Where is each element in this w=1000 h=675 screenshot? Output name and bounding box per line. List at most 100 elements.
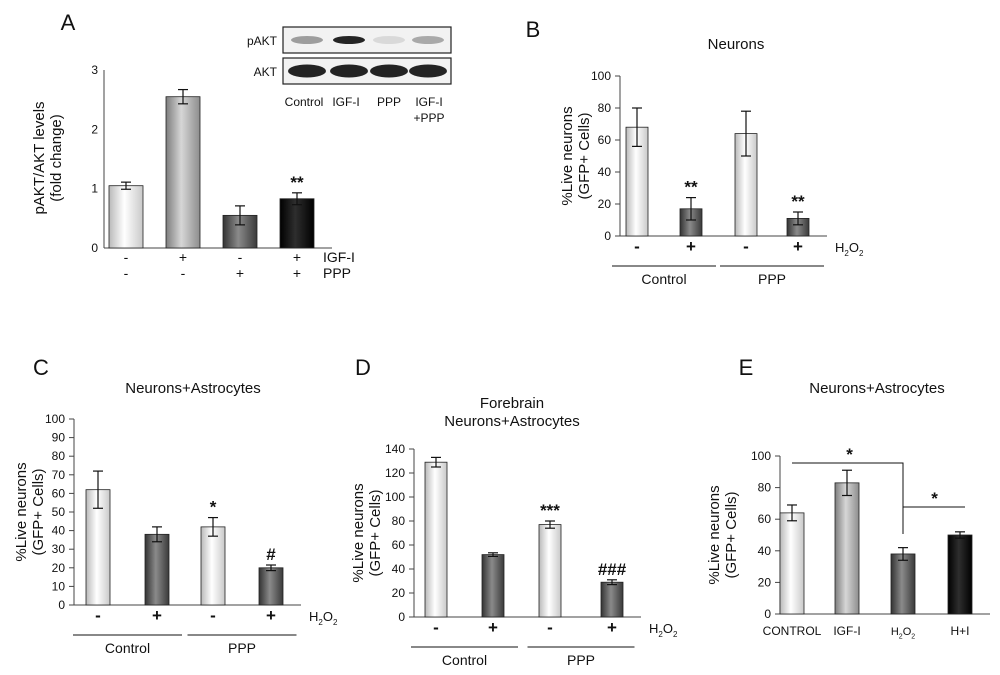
- panel-e-bar-4: [947, 534, 973, 615]
- panel-c-y-tick-label: 50: [52, 505, 66, 519]
- panel-c-letter: C: [33, 355, 49, 380]
- panel-a-y-tick-label: 0: [91, 241, 98, 255]
- panel-d-treatment-mark: -: [433, 618, 439, 637]
- panel-e-significance-1: *: [846, 445, 853, 464]
- panel-b-group-label-control: Control: [641, 271, 686, 287]
- panel-a-significance-4: **: [290, 173, 304, 192]
- panel-e-y-tick-label: 100: [751, 449, 771, 463]
- panel-c-bar-4: [258, 567, 284, 606]
- blot-row-pakt: [282, 26, 452, 54]
- panel-c-y-tick-label: 20: [52, 561, 66, 575]
- panel-c-y-tick-label: 10: [52, 579, 66, 593]
- panel-b-letter: B: [526, 17, 541, 42]
- panel-a-condition-mark: +: [293, 249, 301, 265]
- panel-c-y-tick-label: 40: [52, 524, 66, 538]
- panel-b-significance-2: **: [684, 178, 698, 197]
- panel-d-y-tick-label: 40: [392, 562, 406, 576]
- panel-b-y-tick-label: 0: [604, 229, 611, 243]
- panel-d-treatment-mark: +: [488, 618, 498, 637]
- pakt-band: [373, 36, 405, 44]
- panel-a-letter: A: [61, 10, 76, 35]
- panel-b-y-tick-label: 100: [591, 69, 611, 83]
- panel-e-y-tick-label: 80: [758, 481, 772, 495]
- blot-lane-label: IGF-I +PPP: [413, 95, 444, 125]
- panel-c-title: Neurons+Astrocytes: [125, 380, 260, 397]
- panel-a-bar-1: [108, 185, 144, 249]
- panel-c-y-tick-label: 30: [52, 542, 66, 556]
- panel-e-y-tick-label: 20: [758, 575, 772, 589]
- panel-b-y-tick-label: 20: [598, 197, 612, 211]
- panel-b-treatment-mark: +: [686, 237, 696, 256]
- panel-c-y-tick-label: 70: [52, 468, 66, 482]
- panel-e-bracket-h2o2-vs-hi: [902, 506, 965, 512]
- panel-c-bar-1: [85, 489, 111, 606]
- panel-a-condition-label-ppp: PPP: [323, 265, 351, 281]
- panel-b-treatment-mark: -: [634, 237, 640, 256]
- panel-d-treatment-label: H2O2: [649, 621, 678, 639]
- panel-a-bar-2: [165, 96, 201, 249]
- panel-c-treatment-label: H2O2: [309, 609, 338, 627]
- panel-d-treatment-mark: +: [607, 618, 617, 637]
- panel-e-y-tick-label: 60: [758, 512, 772, 526]
- panel-e-bar-1: [779, 512, 805, 615]
- panel-c-treatment-mark: -: [95, 606, 101, 625]
- panel-c-y-tick-label: 100: [45, 412, 65, 426]
- panel-c-treatment-mark: +: [152, 606, 162, 625]
- panel-d-y-tick-label: 80: [392, 514, 406, 528]
- panel-d-letter: D: [355, 355, 371, 380]
- panel-b-y-tick-label: 60: [598, 133, 612, 147]
- panel-b-treatment-mark: -: [743, 237, 749, 256]
- panel-c-bar-2: [144, 533, 170, 606]
- panel-c-y-tick-label: 90: [52, 431, 66, 445]
- panel-d-treatment-mark: -: [547, 618, 553, 637]
- panel-b-y-tick-label: 80: [598, 101, 612, 115]
- panel-d-bar-4: [600, 581, 624, 618]
- pakt-band: [333, 36, 365, 44]
- panel-a-bar-4: [279, 198, 315, 249]
- panel-b-significance-4: **: [791, 192, 805, 211]
- panel-d-y-tick-label: 120: [385, 466, 405, 480]
- panel-d-y-tick-label: 0: [398, 610, 405, 624]
- panel-c-treatment-mark: +: [266, 606, 276, 625]
- panel-c-significance-3: *: [210, 498, 217, 517]
- panel-a-y-axis-label: pAKT/AKT levels(fold change): [31, 101, 65, 214]
- panel-a-condition-mark: -: [181, 265, 186, 281]
- panel-e-y-tick-label: 40: [758, 544, 772, 558]
- panel-c-significance-4: #: [266, 545, 276, 564]
- panel-c-y-axis-label: %Live neurons(GFP+ Cells): [13, 462, 47, 561]
- panel-a-y-tick-label: 1: [91, 182, 98, 196]
- panel-d-bar-1: [424, 461, 448, 618]
- akt-band: [409, 64, 447, 78]
- panel-c-treatment-mark: -: [210, 606, 216, 625]
- blot-row-label: AKT: [254, 65, 278, 79]
- blot-lane-label: Control: [285, 95, 324, 109]
- panel-e-x-tick-label: CONTROL: [763, 624, 822, 638]
- panel-a-condition-mark: +: [293, 265, 301, 281]
- panel-d-significance-3: ***: [540, 501, 560, 520]
- panel-a-condition-label-igf-i: IGF-I: [323, 249, 355, 265]
- panel-a-y-tick-label: 2: [91, 122, 98, 136]
- panel-d-y-axis-label: %Live neurons(GFP+ Cells): [350, 483, 384, 582]
- pakt-band: [412, 36, 444, 44]
- panel-e-bar-3: [890, 553, 916, 615]
- panel-c-group-label-ppp: PPP: [228, 640, 256, 656]
- panel-a-condition-mark: -: [124, 265, 129, 281]
- panel-d-y-tick-label: 20: [392, 586, 406, 600]
- blot-row-label: pAKT: [247, 34, 278, 48]
- panel-a-condition-mark: -: [124, 249, 129, 265]
- panel-a-condition-mark: -: [238, 249, 243, 265]
- panel-c-y-tick-label: 0: [58, 598, 65, 612]
- panel-b-group-label-ppp: PPP: [758, 271, 786, 287]
- akt-band: [288, 64, 326, 78]
- panel-e-letter: E: [739, 355, 754, 380]
- blot-lane-label: PPP: [377, 95, 401, 109]
- panel-c-y-tick-label: 80: [52, 449, 66, 463]
- panel-a-y-tick-label: 3: [91, 63, 98, 77]
- akt-band: [370, 64, 408, 78]
- panel-e-y-tick-label: 0: [764, 607, 771, 621]
- panel-d-y-tick-label: 60: [392, 538, 406, 552]
- panel-b-treatment-mark: +: [793, 237, 803, 256]
- panel-c-bar-3: [200, 526, 226, 606]
- panel-b-y-tick-label: 40: [598, 165, 612, 179]
- panel-e-x-tick-label: IGF-I: [833, 624, 860, 638]
